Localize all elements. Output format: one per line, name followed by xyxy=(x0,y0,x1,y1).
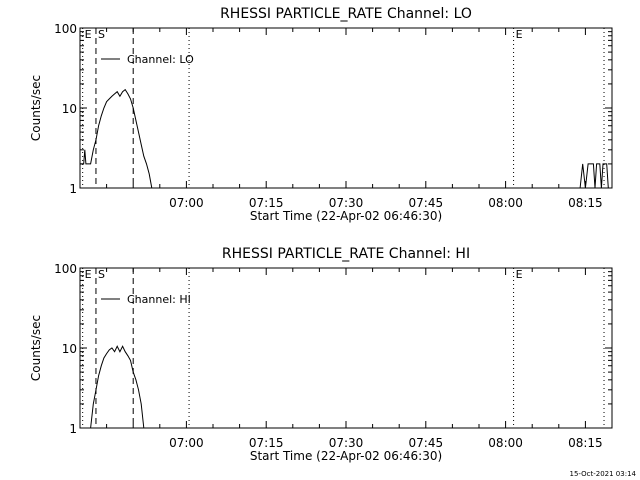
panel2-marker-label-e: E xyxy=(85,268,92,281)
panel1-xlabel: Start Time (22-Apr-02 06:46:30) xyxy=(250,209,442,223)
panel1-ylabel: Counts/sec xyxy=(29,75,43,141)
panel1-plot-frame xyxy=(79,27,613,189)
panel2-ytick-label: 1 xyxy=(69,422,77,436)
panel2-plot-frame xyxy=(79,267,613,429)
panel1-ytick-label: 10 xyxy=(62,102,77,116)
panel1-marker-label-e: E xyxy=(516,28,523,41)
panel2-marker-label-s: S xyxy=(98,268,105,281)
panel2-title: RHESSI PARTICLE_RATE Channel: HI xyxy=(222,246,470,262)
panel1-title: RHESSI PARTICLE_RATE Channel: LO xyxy=(220,6,472,22)
panel1-xtick-label: 08:15 xyxy=(568,196,603,210)
panel2-xtick-label: 07:00 xyxy=(169,436,204,450)
panel1-marker-label-e: E xyxy=(85,28,92,41)
panel1-series-line-1 xyxy=(80,88,153,189)
panel1-ytick-label: 100 xyxy=(54,22,77,36)
panel1-series-line-2 xyxy=(579,163,609,189)
panel2-marker-label-e: E xyxy=(516,268,523,281)
panel2-ytick-label: 100 xyxy=(54,262,77,276)
timestamp-label: 15-Oct-2021 03:14 xyxy=(569,470,636,478)
panel1-xtick-label: 08:00 xyxy=(488,196,523,210)
panel2-xtick-label: 07:30 xyxy=(329,436,364,450)
panel2-xlabel: Start Time (22-Apr-02 06:46:30) xyxy=(250,449,442,463)
panel1-xtick-label: 07:00 xyxy=(169,196,204,210)
panel1-marker-label-s: S xyxy=(98,28,105,41)
panel2-ytick-label: 10 xyxy=(62,342,77,356)
panel2-ylabel: Counts/sec xyxy=(29,315,43,381)
panel1-xtick-label: 07:30 xyxy=(329,196,364,210)
panel2-xtick-label: 07:15 xyxy=(249,436,284,450)
panel1-xtick-label: 07:45 xyxy=(409,196,444,210)
panel1-legend-label: Channel: LO xyxy=(127,53,194,66)
panel2-xtick-label: 08:00 xyxy=(488,436,523,450)
panel1-ytick-label: 1 xyxy=(69,182,77,196)
panel2-xtick-label: 07:45 xyxy=(409,436,444,450)
panel2-series-line-1 xyxy=(90,345,145,429)
panel2-xtick-label: 08:15 xyxy=(568,436,603,450)
panel1-xtick-label: 07:15 xyxy=(249,196,284,210)
panel2-legend-label: Channel: HI xyxy=(127,293,191,306)
